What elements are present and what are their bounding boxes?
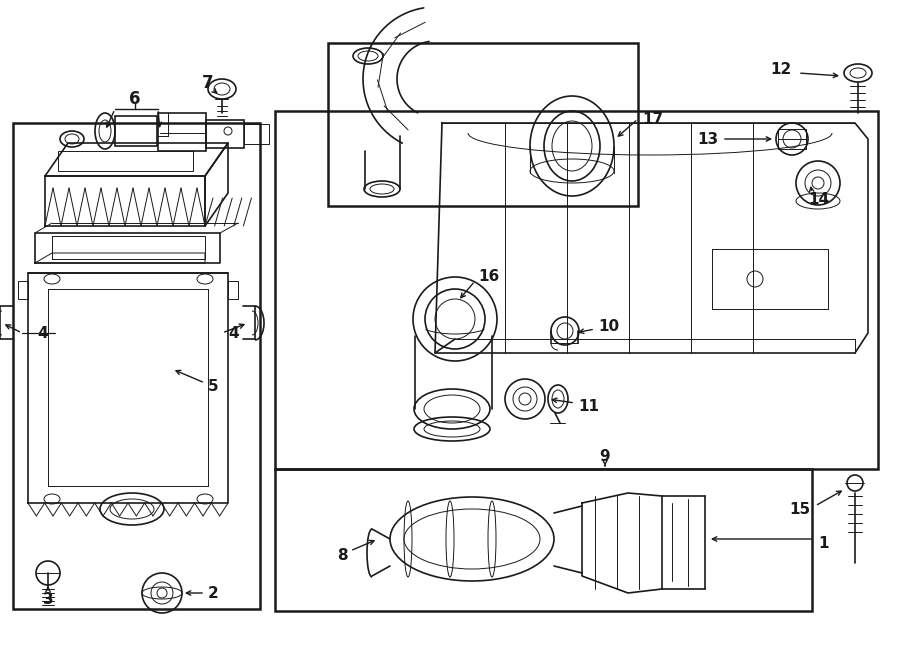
Bar [275, 469, 812, 611]
Bar [13, 123, 260, 609]
Bar [328, 43, 638, 206]
Text: 15: 15 [789, 502, 810, 516]
Text: 5: 5 [208, 379, 219, 393]
Text: 10: 10 [598, 319, 619, 334]
Bar [115, 116, 157, 146]
Text: 1: 1 [818, 535, 829, 551]
Text: 6: 6 [130, 90, 140, 108]
Text: 16: 16 [478, 268, 500, 284]
Bar [58, 151, 193, 171]
Bar [18, 281, 28, 299]
Bar [228, 281, 238, 299]
Text: 7: 7 [202, 74, 214, 92]
Text: 9: 9 [599, 449, 610, 463]
Bar [158, 113, 206, 151]
Text: 12: 12 [770, 61, 792, 77]
Bar [275, 111, 878, 469]
Bar [778, 129, 806, 149]
Text: 8: 8 [337, 549, 347, 563]
Text: 4: 4 [228, 325, 238, 340]
Bar [206, 120, 244, 148]
Text: 2: 2 [208, 586, 219, 600]
Text: 17: 17 [642, 112, 663, 126]
Text: 11: 11 [578, 399, 599, 414]
Text: 3: 3 [42, 592, 53, 607]
Bar [244, 124, 269, 144]
Text: 4: 4 [38, 325, 48, 340]
Text: 13: 13 [697, 132, 718, 147]
Text: 14: 14 [808, 192, 829, 206]
